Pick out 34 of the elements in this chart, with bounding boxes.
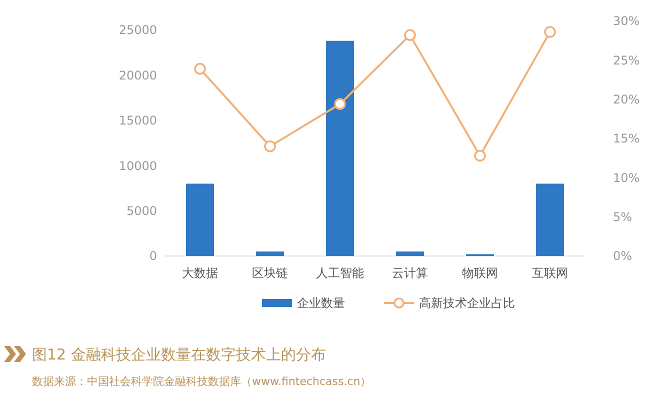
y2-tick-label: 10% — [613, 170, 640, 185]
bar — [186, 184, 214, 256]
text: 图12 金融科技企业数量在数字技术上的分布 — [32, 345, 326, 364]
bar — [326, 40, 354, 256]
x-tick-label: 大数据 — [182, 266, 218, 280]
source-note: 数据来源：中国社会科学院金融科技数据库（www.fintechcass.cn） — [32, 374, 372, 388]
y2-tick-label: 0% — [613, 249, 632, 264]
y2-tick-label: 30% — [613, 14, 640, 28]
y2-tick-label: 15% — [613, 132, 640, 146]
y2-tick-label: 20% — [613, 92, 640, 107]
y-tick-label: 15000 — [118, 114, 157, 128]
bar — [256, 251, 284, 256]
point — [194, 62, 206, 75]
y-tick-label: 25000 — [118, 23, 157, 38]
point — [404, 29, 416, 41]
point — [264, 140, 276, 152]
y-tick-label: 20000 — [118, 68, 157, 82]
x-tick-label: 区块链 — [252, 266, 288, 280]
y-tick-label: 10000 — [118, 158, 157, 173]
point — [474, 150, 486, 162]
point — [334, 98, 346, 110]
bar — [396, 251, 424, 256]
y-tick-label: 0 — [149, 249, 157, 264]
bar — [536, 184, 564, 256]
y2-tick-label: 25% — [613, 53, 640, 68]
y2-tick-label: 5% — [613, 210, 632, 224]
x-tick-label: 云计算 — [392, 266, 428, 280]
x-tick-label: 人工智能 — [316, 266, 364, 280]
x-tick-label: 物联网 — [462, 266, 498, 280]
y-tick-label: 5000 — [126, 204, 157, 218]
legend-label: 企业数量 — [297, 296, 345, 310]
legend-label: 高新技术企业占比 — [419, 296, 515, 310]
x-tick-label: 互联网 — [532, 266, 568, 280]
point — [544, 26, 556, 38]
